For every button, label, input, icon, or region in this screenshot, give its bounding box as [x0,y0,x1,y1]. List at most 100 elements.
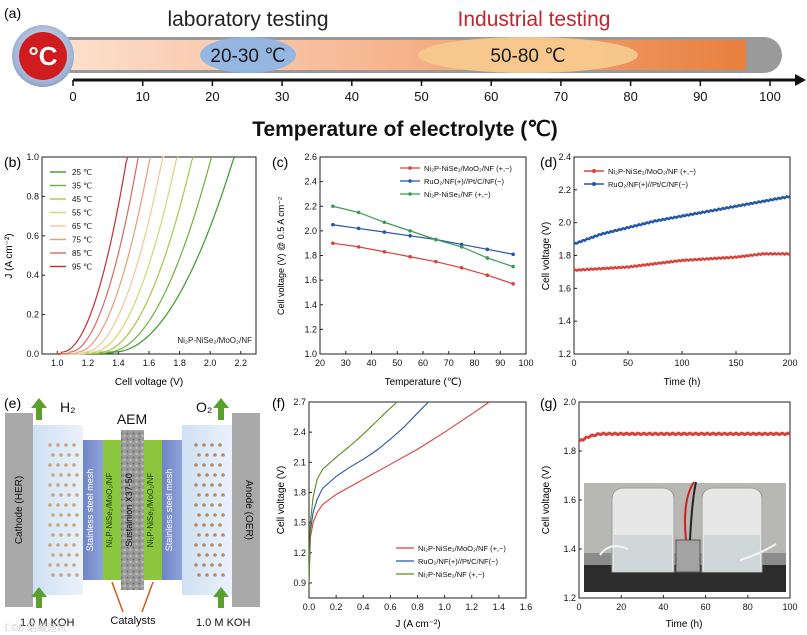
panel-b-ytick-label: 1.0 [26,152,39,162]
h2-bubble [51,513,55,517]
panel-f-series-line-0 [308,401,490,583]
panel-g-xtick-label: 40 [658,602,668,612]
panel-c-xtick-label: 20 [315,358,325,368]
panel-a-label: (a) [4,5,21,21]
panel-f-xtick-label: 0.8 [411,602,424,612]
electrolyzer-photo [584,481,786,592]
panel-c-point [382,220,387,225]
h2-bubble [75,573,79,577]
watermark: ℂ©8 诺威迪讯 [4,621,67,634]
panel-d-legend-marker [592,182,596,186]
panel-f-xtick-label: 0.6 [384,602,397,612]
o2-bubble [194,523,198,527]
panel-b-legend-item: 85 ℃ [72,249,92,258]
o2-bubble [218,483,222,487]
catalysts-label: Catalysts [110,615,156,627]
koh-left-label: 1.0 M KOH [20,617,74,629]
panel-c-legend-marker [408,179,412,183]
o2-bubble [194,463,198,467]
panel-c-ytick-label: 1.0 [304,349,317,359]
o2-bubble [194,543,198,547]
panel-c-point [511,252,515,257]
panel-f-ytick-label: 1.2 [293,548,306,558]
anode-label: Anode (OER) [243,480,254,540]
h2-bubble [64,503,68,507]
h2-bubble [48,523,52,527]
panel-c-point [459,245,464,249]
panel-d-legend-marker [592,169,596,173]
panel-c-ytick-label: 1.4 [304,300,317,310]
panel-d-xtick-label: 200 [782,358,797,368]
panel-c-label: (c) [272,154,288,170]
panel-g-ytick-label: 1.4 [563,544,576,554]
h2-bubble [48,443,52,447]
o2-bubble [213,513,217,517]
black-wire [689,481,697,541]
panel-f-series [308,401,490,583]
o2-bubble [221,473,225,477]
temp-tick-label: 30 [275,89,289,104]
o2-bubble [197,513,201,517]
panel-d-series-line-1 [573,194,791,245]
panel-c-point [459,242,464,247]
panel-c-ytick-label: 2.4 [304,177,317,187]
left-catalyst-label: Ni₂P-NiSe₂/MoO₂/NF [105,473,114,548]
panel-b-xtick-label: 2.0 [204,358,217,368]
h2-bubble [72,563,76,567]
panel-f-xtick-label: 1.6 [520,602,533,612]
h2-bubble [67,473,71,477]
panel-f-ytick-label: 0.9 [293,578,306,588]
panel-c-xtick-label: 90 [495,358,505,368]
panel-f-frame [308,401,527,599]
o2-bubble [221,493,225,497]
o2-bubble [197,553,201,557]
panel-f-ytick-label: 1.8 [293,487,306,497]
h2-bubble [51,473,55,477]
panel-f-legend-item: Ni₂P-NiSe₂/MoO₂/NF (+,−) [418,544,506,553]
panel-b-xtick-label: 1.6 [143,358,156,368]
o2-label: O₂ [196,399,212,415]
panel-c-point [356,226,361,231]
industrial-testing-title: Industrial testing [458,8,611,31]
o2-bubble [218,443,222,447]
panel-g-series [577,431,791,443]
panel-f-xtick-label: 0.2 [330,602,343,612]
panel-b: (b) 1.0 1.2 1.4 1.6 1.8 2.0 2.2 0.0 0.2 0.4 0.6 0.8… [4,152,257,388]
panel-c-ytick-label: 1.6 [304,275,317,285]
h2-bubble [75,553,79,557]
h2-bubble [72,543,76,547]
panel-b-curves [57,156,236,355]
right-steel-mesh [162,440,182,580]
panel-f-xtick-label: 1.4 [493,602,506,612]
panel-d-xlabel: Time (h) [664,377,701,388]
panel-g-xtick-label: 80 [743,602,753,612]
panel-f-xlabel: J (A cm⁻²) [395,619,440,630]
o2-bubble [205,553,209,557]
panel-b-curve-7 [57,156,129,355]
temp-tick-label: 70 [554,89,568,104]
panel-e: (e) Cathode (HER) Anode (OER) Stainless … [4,395,260,629]
h2-bubble [64,463,68,467]
o2-out-arrow [213,398,229,420]
panel-g-xtick-label: 100 [782,602,797,612]
o2-bubble [194,563,198,567]
panel-d-axes: 0 50 100 150 200 1.2 1.4 1.6 1.8 2.0 2.2 2.4 [558,152,797,368]
o2-bubble [210,563,214,567]
panel-b-curve-5 [57,156,152,355]
panel-e-label: (e) [4,395,21,411]
panel-c-point [485,256,490,260]
panel-b-axes: 1.0 1.2 1.4 1.6 1.8 2.0 2.2 0.0 0.2 0.4 0.6 0.8 1.0 [26,152,246,368]
h2-bubble [48,503,52,507]
panel-c-legend-marker [408,192,412,196]
panel-b-annotation: Ni₂P-NiSe₂/MoO₂/NF [177,336,252,345]
h2-bubble [64,483,68,487]
panel-c-point [331,241,335,245]
panel-g-label: (g) [540,395,557,411]
panel-b-legend-item: 45 ℃ [72,195,92,204]
h2-label: H₂ [60,399,76,415]
h2-bubble [48,483,52,487]
panel-d-ytick-label: 2.0 [558,218,571,228]
panel-c-point [382,230,387,234]
panel-c-ylabel: Cell voltage (V) @ 0.5 A cm⁻² [276,197,286,315]
temp-tick-label: 90 [693,89,707,104]
